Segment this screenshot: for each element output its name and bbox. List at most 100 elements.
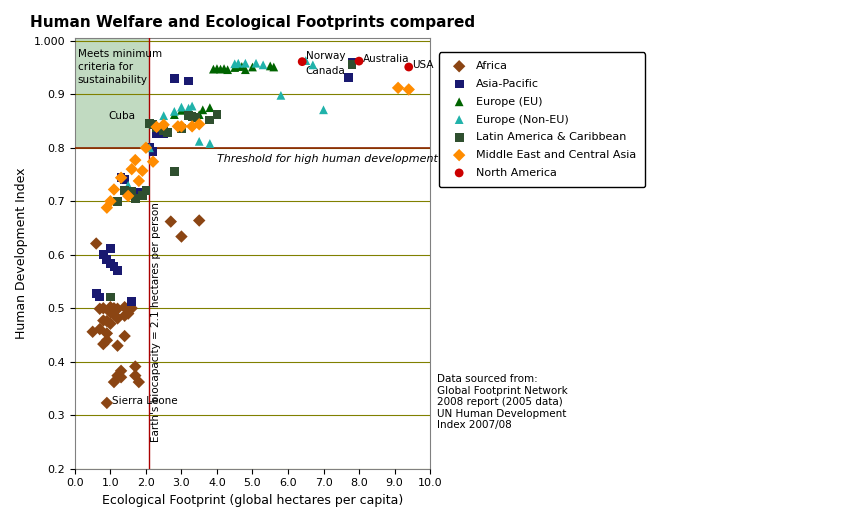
Europe (Non-EU): [185, 102, 199, 110]
X-axis label: Ecological Footprint (global hectares per capita): Ecological Footprint (global hectares pe…: [102, 494, 403, 507]
Europe (Non-EU): [157, 112, 171, 120]
Middle East and Central Asia: [391, 84, 405, 92]
Africa: [107, 378, 121, 386]
Text: USA: USA: [412, 60, 434, 70]
Africa: [114, 373, 128, 382]
Latin America & Caribbean: [189, 113, 202, 122]
Latin America & Caribbean: [174, 124, 188, 133]
Europe (Non-EU): [143, 144, 156, 152]
Europe (Non-EU): [167, 107, 181, 115]
Africa: [118, 303, 132, 311]
Asia-Pacific: [114, 173, 128, 181]
Europe (EU): [267, 63, 280, 71]
Middle East and Central Asia: [171, 122, 184, 130]
Middle East and Central Asia: [128, 156, 142, 164]
Text: Canada: Canada: [306, 66, 345, 76]
Bar: [75, 38, 150, 148]
Africa: [164, 217, 178, 226]
Asia-Pacific: [128, 188, 142, 196]
Asia-Pacific: [93, 293, 106, 301]
Europe (EU): [231, 62, 245, 70]
Europe (EU): [174, 106, 188, 114]
Latin America & Caribbean: [210, 111, 224, 119]
Europe (EU): [264, 62, 277, 70]
North America: [296, 57, 309, 66]
Africa: [100, 336, 114, 345]
Asia-Pacific: [342, 73, 355, 81]
Asia-Pacific: [100, 255, 114, 264]
Latin America & Caribbean: [345, 60, 359, 68]
Europe (EU): [239, 65, 252, 74]
Latin America & Caribbean: [146, 121, 160, 129]
Africa: [97, 316, 110, 325]
Europe (Non-EU): [231, 59, 245, 67]
Middle East and Central Asia: [192, 120, 206, 128]
Africa: [107, 311, 121, 319]
Africa: [128, 372, 142, 380]
Middle East and Central Asia: [132, 177, 145, 185]
Middle East and Central Asia: [104, 197, 117, 206]
Asia-Pacific: [97, 251, 110, 259]
Europe (Non-EU): [203, 139, 217, 148]
Africa: [118, 332, 132, 340]
Y-axis label: Human Development Index: Human Development Index: [15, 168, 28, 339]
Africa: [100, 329, 114, 338]
Latin America & Caribbean: [110, 197, 124, 206]
Asia-Pacific: [107, 263, 121, 271]
Europe (EU): [218, 64, 231, 73]
Latin America & Caribbean: [157, 126, 171, 135]
Africa: [132, 378, 145, 386]
Africa: [93, 305, 106, 313]
Latin America & Caribbean: [167, 168, 181, 176]
Africa: [128, 362, 142, 371]
Middle East and Central Asia: [136, 167, 150, 175]
Europe (Non-EU): [228, 60, 241, 68]
Middle East and Central Asia: [125, 165, 139, 173]
Text: Data sourced from:
Global Footprint Network
2008 report (2005 data)
UN Human Dev: Data sourced from: Global Footprint Netw…: [437, 374, 568, 430]
Europe (Non-EU): [239, 59, 252, 67]
Europe (Non-EU): [122, 181, 135, 189]
Middle East and Central Asia: [157, 121, 171, 129]
Text: Threshold for high human development = 0.8: Threshold for high human development = 0…: [217, 154, 472, 164]
Middle East and Central Asia: [146, 158, 160, 166]
Europe (EU): [203, 103, 217, 112]
Europe (EU): [196, 105, 210, 114]
Asia-Pacific: [345, 58, 359, 66]
Text: Meets minimum
criteria for
sustainability: Meets minimum criteria for sustainabilit…: [77, 49, 162, 85]
Latin America & Caribbean: [104, 293, 117, 301]
Middle East and Central Asia: [114, 173, 128, 182]
Africa: [110, 305, 124, 313]
Europe (Non-EU): [299, 56, 313, 65]
Latin America & Caribbean: [125, 187, 139, 196]
Text: Sierra Leone: Sierra Leone: [112, 396, 178, 406]
Asia-Pacific: [104, 259, 117, 268]
Africa: [100, 399, 114, 407]
Asia-Pacific: [89, 290, 103, 298]
Africa: [122, 310, 135, 318]
Europe (EU): [192, 111, 206, 119]
Europe (Non-EU): [317, 105, 331, 114]
Europe (EU): [182, 110, 196, 118]
Latin America & Caribbean: [139, 186, 153, 195]
Europe (EU): [213, 65, 227, 73]
Europe (EU): [207, 65, 220, 73]
Middle East and Central Asia: [139, 144, 153, 152]
Africa: [118, 312, 132, 320]
Europe (Non-EU): [306, 61, 320, 69]
Asia-Pacific: [110, 266, 124, 275]
Africa: [97, 340, 110, 348]
Africa: [125, 304, 139, 313]
Europe (Non-EU): [274, 91, 287, 100]
Middle East and Central Asia: [185, 122, 199, 130]
Africa: [110, 341, 124, 350]
Title: Human Welfare and Ecological Footprints compared: Human Welfare and Ecological Footprints …: [30, 15, 475, 30]
Africa: [104, 319, 117, 328]
Latin America & Caribbean: [143, 120, 156, 128]
Asia-Pacific: [104, 244, 117, 253]
Middle East and Central Asia: [402, 85, 416, 93]
Africa: [110, 314, 124, 323]
Africa: [104, 303, 117, 311]
Latin America & Caribbean: [182, 112, 196, 120]
North America: [402, 63, 416, 71]
North America: [352, 57, 366, 65]
